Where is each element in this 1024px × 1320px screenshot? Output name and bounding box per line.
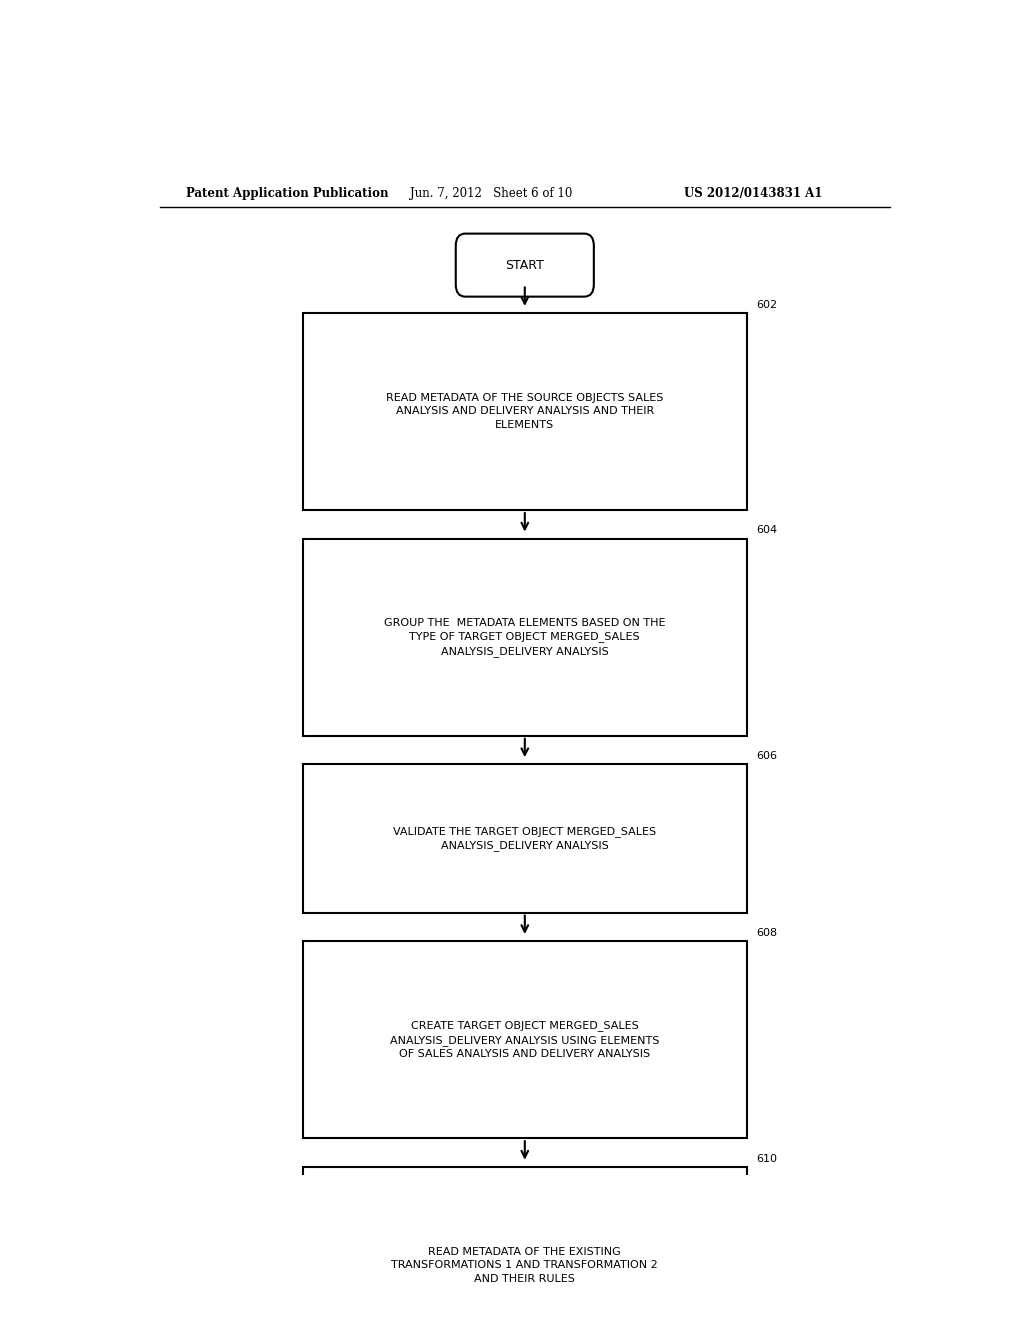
Text: 604: 604 bbox=[757, 525, 777, 536]
Text: 610: 610 bbox=[757, 1154, 777, 1164]
FancyBboxPatch shape bbox=[456, 234, 594, 297]
Text: 602: 602 bbox=[757, 300, 777, 310]
Bar bbox=[303, 313, 748, 510]
Text: READ METADATA OF THE EXISTING
TRANSFORMATIONS 1 AND TRANSFORMATION 2
AND THEIR R: READ METADATA OF THE EXISTING TRANSFORMA… bbox=[391, 1246, 658, 1284]
Bar bbox=[303, 941, 748, 1138]
Text: Jun. 7, 2012   Sheet 6 of 10: Jun. 7, 2012 Sheet 6 of 10 bbox=[410, 187, 572, 201]
Text: GROUP THE  METADATA ELEMENTS BASED ON THE
TYPE OF TARGET OBJECT MERGED_SALES
ANA: GROUP THE METADATA ELEMENTS BASED ON THE… bbox=[384, 618, 666, 656]
Text: CREATE TARGET OBJECT MERGED_SALES
ANALYSIS_DELIVERY ANALYSIS USING ELEMENTS
OF S: CREATE TARGET OBJECT MERGED_SALES ANALYS… bbox=[390, 1020, 659, 1059]
Bar bbox=[303, 1167, 748, 1320]
Text: 606: 606 bbox=[757, 751, 777, 762]
Text: 608: 608 bbox=[757, 928, 777, 939]
Text: Patent Application Publication: Patent Application Publication bbox=[186, 187, 388, 201]
Text: READ METADATA OF THE SOURCE OBJECTS SALES
ANALYSIS AND DELIVERY ANALYSIS AND THE: READ METADATA OF THE SOURCE OBJECTS SALE… bbox=[386, 393, 664, 430]
Text: START: START bbox=[506, 259, 544, 272]
Bar bbox=[303, 764, 748, 912]
Text: US 2012/0143831 A1: US 2012/0143831 A1 bbox=[684, 187, 822, 201]
Text: VALIDATE THE TARGET OBJECT MERGED_SALES
ANALYSIS_DELIVERY ANALYSIS: VALIDATE THE TARGET OBJECT MERGED_SALES … bbox=[393, 826, 656, 851]
Bar bbox=[303, 539, 748, 735]
